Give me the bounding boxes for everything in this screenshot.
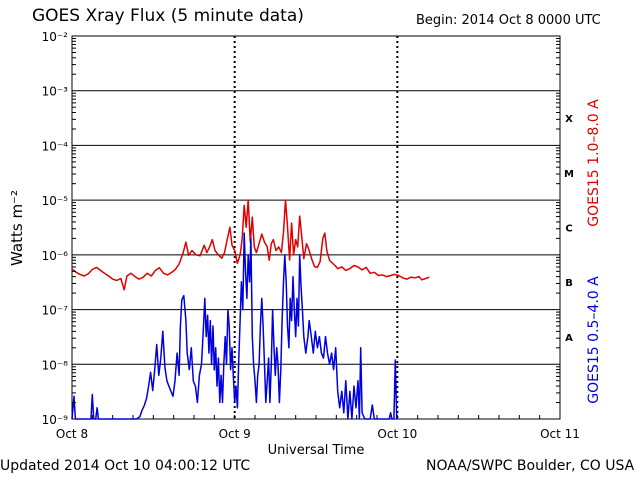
flare-class-label: C [565,224,572,235]
credit-label: NOAA/SWPC Boulder, CO USA [426,458,635,474]
y-tick-label: 10⁻⁵ [42,194,69,208]
y-axis-label: Watts m⁻² [8,190,26,266]
flare-class-label: A [565,333,573,344]
y-tick-label: 10⁻⁹ [42,413,69,427]
begin-time: Begin: 2014 Oct 8 0000 UTC [416,13,601,28]
y-tick-label: 10⁻⁸ [42,358,69,372]
series-layer [71,199,430,420]
x-tick-label: Oct 10 [377,427,417,441]
plot-area [71,35,561,420]
x-axis-label: Universal Time [268,443,365,458]
x-tick-label: Oct 11 [540,427,580,441]
y-tick-label: 10⁻³ [42,85,69,99]
chart-title: GOES Xray Flux (5 minute data) [32,6,304,26]
x-tick-label: Oct 9 [219,427,251,441]
legend-short-channel: GOES15 0.5–4.0 A [586,276,602,404]
y-tick-label: 10⁻⁴ [42,139,69,153]
axis-layer: 10⁻⁹ 10⁻⁸ 10⁻⁷ 10⁻⁶ 10⁻⁵ 10⁻⁴ 10⁻³ 10⁻² Oct 8 Oct… [42,30,580,441]
grid-layer [72,36,560,419]
y-tick-label: 10⁻⁷ [42,304,69,318]
legend-long-channel: GOES15 1.0–8.0 A [586,99,602,227]
series-line-long-channel [71,199,430,291]
y-tick-label: 10⁻² [42,30,69,44]
flare-class-label: X [565,114,573,125]
series-line-short-channel [71,232,398,420]
x-tick-label: Oct 8 [56,427,88,441]
flare-class-label: B [565,278,573,289]
updated-timestamp: Updated 2014 Oct 10 04:00:12 UTC [0,458,251,474]
flare-class-label: M [564,169,574,180]
y-tick-label: 10⁻⁶ [42,249,69,263]
